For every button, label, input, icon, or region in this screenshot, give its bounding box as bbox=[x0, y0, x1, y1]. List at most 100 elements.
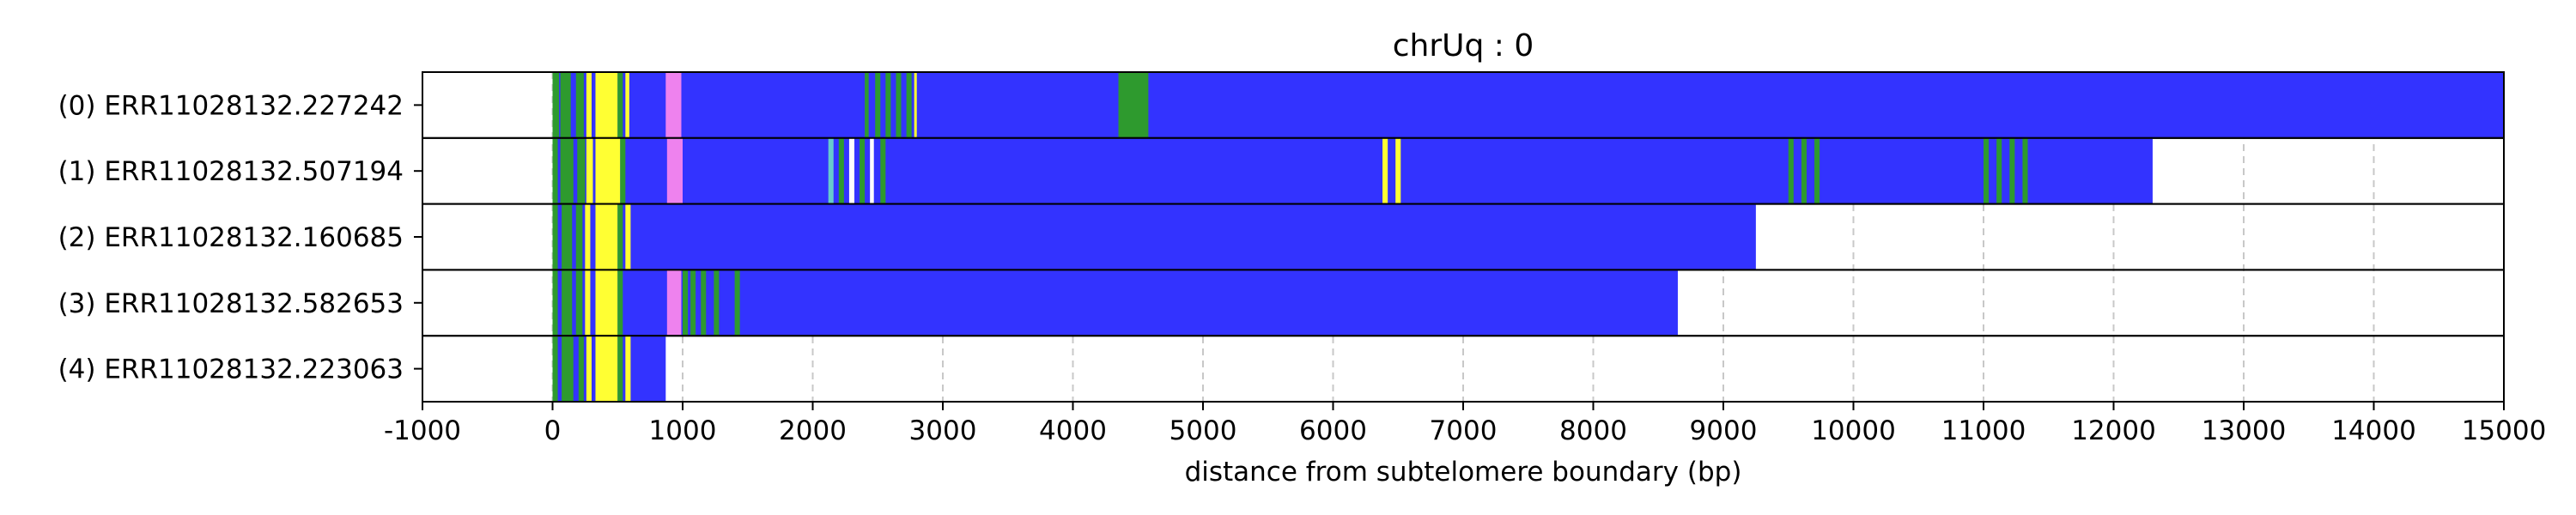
read-segment bbox=[595, 270, 618, 336]
x-axis-label: distance from subtelomere boundary (bp) bbox=[1185, 457, 1742, 488]
read-track bbox=[422, 136, 2505, 205]
read-segment bbox=[620, 137, 626, 204]
read-track bbox=[422, 269, 2505, 337]
read-segment bbox=[585, 203, 591, 270]
x-tick-label: 10000 bbox=[1811, 415, 1896, 446]
read-segment bbox=[838, 137, 844, 204]
read-segment bbox=[560, 72, 571, 138]
read-segment bbox=[828, 137, 834, 204]
read-segment bbox=[666, 137, 683, 204]
x-tick-label: 15000 bbox=[2462, 415, 2547, 446]
read-segment bbox=[575, 72, 584, 138]
x-tick-label: 11000 bbox=[1941, 415, 2026, 446]
read-segment bbox=[2022, 137, 2028, 204]
read-segment bbox=[575, 203, 583, 270]
read-segment bbox=[734, 270, 740, 336]
x-tick-label: -1000 bbox=[384, 415, 461, 446]
read-bar bbox=[552, 72, 2504, 138]
read-label: (4) ERR11028132.223063 bbox=[58, 354, 404, 385]
read-segment bbox=[575, 270, 583, 336]
read-segment bbox=[1382, 137, 1388, 204]
read-segment bbox=[617, 270, 623, 336]
read-segment bbox=[577, 137, 586, 204]
read-track bbox=[422, 335, 2505, 403]
read-segment bbox=[562, 270, 573, 336]
read-segment bbox=[595, 72, 618, 138]
read-segment bbox=[586, 137, 593, 204]
read-segment bbox=[701, 270, 707, 336]
read-labels: (0) ERR11028132.227242 (1) ERR11028132.50… bbox=[58, 90, 422, 385]
read-label: (3) ERR11028132.582653 bbox=[58, 288, 404, 319]
chart-title: chrUq : 0 bbox=[1393, 28, 1534, 64]
read-segment bbox=[625, 72, 629, 138]
read-segment bbox=[552, 72, 560, 138]
x-tick-label: 0 bbox=[544, 415, 562, 446]
x-tick-label: 14000 bbox=[2331, 415, 2416, 446]
x-tick-label: 13000 bbox=[2202, 415, 2287, 446]
read-segment bbox=[860, 137, 866, 204]
x-tick-label: 6000 bbox=[1299, 415, 1367, 446]
read-segment bbox=[714, 270, 720, 336]
read-segment bbox=[1996, 137, 2002, 204]
read-segment bbox=[1801, 137, 1807, 204]
read-label: (0) ERR11028132.227242 bbox=[58, 90, 404, 121]
read-segment bbox=[683, 270, 689, 336]
x-tick-label: 12000 bbox=[2071, 415, 2156, 446]
read-segment bbox=[617, 203, 623, 270]
x-tick-label: 1000 bbox=[649, 415, 717, 446]
read-segment bbox=[562, 203, 573, 270]
read-segment bbox=[690, 270, 696, 336]
read-segment bbox=[666, 270, 682, 336]
read-segment bbox=[880, 137, 886, 204]
read-segment bbox=[586, 336, 592, 402]
read-segment bbox=[848, 137, 854, 204]
read-segment bbox=[1118, 72, 1149, 138]
read-segment bbox=[875, 72, 881, 138]
read-track bbox=[422, 71, 2505, 139]
x-tick-label: 8000 bbox=[1559, 415, 1627, 446]
read-segment bbox=[585, 270, 591, 336]
x-tick-label: 3000 bbox=[909, 415, 977, 446]
read-segment bbox=[865, 72, 869, 138]
read-segment bbox=[1814, 137, 1820, 204]
read-segment bbox=[617, 72, 623, 138]
read-segment bbox=[578, 336, 584, 402]
read-label: (2) ERR11028132.160685 bbox=[58, 222, 404, 253]
read-segment bbox=[885, 72, 891, 138]
x-axis: -1000 0 1000 2000 3000 4000 5000 6000 7000 8000 90… bbox=[384, 402, 2546, 446]
read-segment bbox=[586, 72, 592, 138]
x-tick-label: 5000 bbox=[1170, 415, 1237, 446]
read-segment bbox=[1395, 137, 1401, 204]
read-segment bbox=[870, 137, 874, 204]
read-segment bbox=[906, 72, 912, 138]
read-segment bbox=[625, 336, 631, 402]
read-segment bbox=[1788, 137, 1794, 204]
read-segment bbox=[1984, 137, 1990, 204]
x-tick-label: 2000 bbox=[779, 415, 847, 446]
read-segment bbox=[914, 72, 917, 138]
read-track bbox=[422, 203, 2505, 271]
read-segment bbox=[552, 336, 558, 402]
read-segment bbox=[595, 336, 618, 402]
read-segment bbox=[595, 137, 621, 204]
read-segment bbox=[560, 137, 574, 204]
read-bar bbox=[552, 203, 1756, 270]
read-segment bbox=[552, 203, 558, 270]
read-segment bbox=[896, 72, 902, 138]
read-segment bbox=[552, 137, 558, 204]
read-segment bbox=[625, 203, 631, 270]
read-bar bbox=[552, 270, 1678, 336]
read-segment bbox=[665, 72, 682, 138]
x-tick-label: 4000 bbox=[1039, 415, 1107, 446]
read-label: (1) ERR11028132.507194 bbox=[58, 156, 404, 187]
read-segment bbox=[562, 336, 574, 402]
read-bar bbox=[552, 137, 2153, 204]
read-segment bbox=[552, 270, 558, 336]
read-segment bbox=[617, 336, 623, 402]
x-tick-label: 9000 bbox=[1690, 415, 1758, 446]
read-segment bbox=[2009, 137, 2015, 204]
track-frame bbox=[422, 335, 2505, 403]
x-tick-label: 7000 bbox=[1430, 415, 1498, 446]
read-segment bbox=[595, 203, 618, 270]
